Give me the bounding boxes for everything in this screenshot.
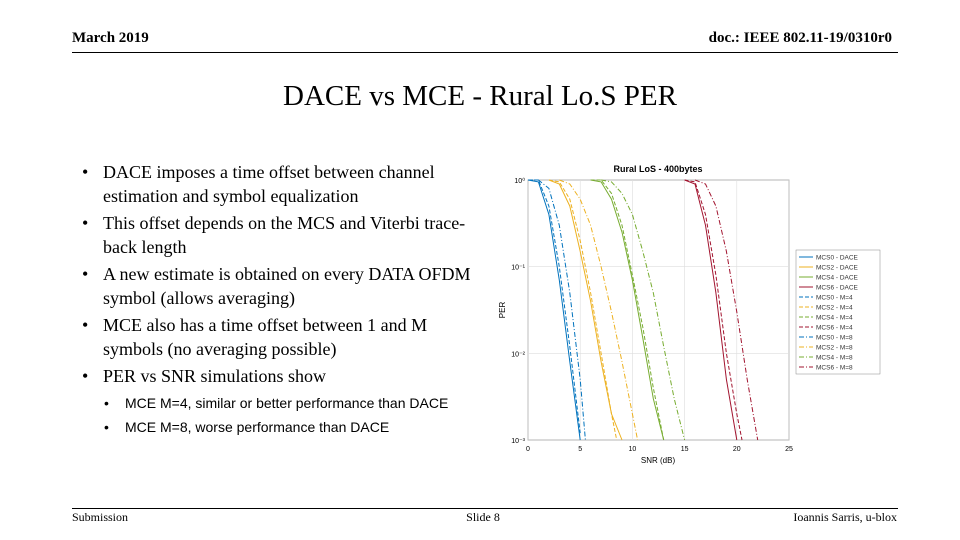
bullet: PER vs SNR simulations show [82,364,473,388]
sub-bullet: MCE M=4, similar or better performance t… [82,391,482,415]
x-tick-label: 15 [681,446,689,453]
legend-label: MCS0 - M=4 [816,295,853,302]
y-tick-label: 10⁰ [514,177,525,185]
chart-title: Rural LoS - 400bytes [613,164,702,174]
y-tick-label: 10⁻¹ [511,265,525,272]
footer-rule [72,508,898,509]
series-line [548,179,618,441]
bullet: A new estimate is obtained on every DATA… [82,262,473,310]
x-tick-label: 10 [629,446,637,453]
legend-box [795,249,881,375]
y-tick-label: 10⁻² [511,351,525,358]
legend-label: MCS6 - DACE [816,285,859,292]
x-tick-label: 25 [785,446,793,453]
bullet-list: DACE imposes a time offset between chann… [82,160,482,439]
header-date: March 2019 [72,30,149,46]
footer-center: Slide 8 [466,510,500,524]
legend-label: MCS4 - M=8 [816,355,853,362]
series-line [528,179,586,441]
x-axis-label: SNR (dB) [641,456,676,465]
series-line [601,179,686,441]
bullet: DACE imposes a time offset between chann… [82,160,473,208]
legend-label: MCS2 - DACE [816,265,859,272]
legend-label: MCS0 - M=8 [816,335,853,342]
legend-label: MCS6 - M=4 [816,325,853,332]
series-line [684,179,738,441]
series-line [694,179,759,441]
footer-right: Ioannis Sarris, u-blox [793,510,897,524]
x-tick-label: 5 [578,446,582,453]
series-line [684,179,743,441]
series-line [590,179,665,441]
legend-label: MCS4 - M=4 [816,315,853,322]
per-chart: Rural LoS - 400bytes SNR (dB) PER 0 5 10 15… [498,164,881,465]
header-doc: doc.: IEEE 802.11-19/0310r0 [708,30,892,46]
bullet: This offset depends on the MCS and Viter… [82,211,473,259]
series-line [559,179,639,441]
y-axis-label: PER [498,302,507,319]
x-tick-label: 20 [733,446,741,453]
legend-label: MCS0 - DACE [816,255,859,262]
legend-label: MCS2 - M=8 [816,345,853,352]
plot-area [527,179,790,441]
x-tick-label: 0 [526,446,530,453]
bullet: MCE also has a time offset between 1 and… [82,313,473,361]
series-line [527,179,581,441]
sub-bullet: MCE M=8, worse performance than DACE [82,415,482,439]
header-rule [72,52,898,53]
series-line [590,179,665,441]
footer-left: Submission [72,510,129,524]
legend-label: MCS2 - M=4 [816,305,853,312]
y-tick-label: 10⁻³ [511,438,525,445]
series-line [528,179,581,434]
slide-title: DACE vs MCE - Rural Lo.S PER [283,80,677,112]
legend-label: MCS4 - DACE [816,275,859,282]
legend-label: MCS6 - M=8 [816,365,853,372]
